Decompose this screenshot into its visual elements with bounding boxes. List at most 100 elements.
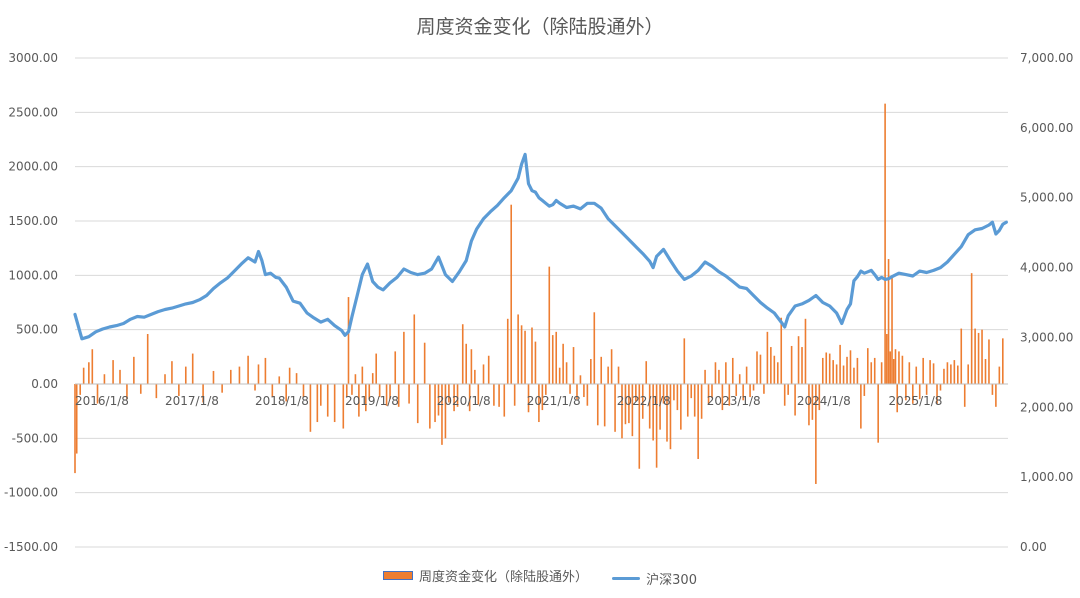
bar-weekly-flow (551, 335, 554, 384)
y-right-tick-label: 4,000.00 (1020, 261, 1073, 275)
x-tick-label: 2020/1/8 (437, 394, 491, 408)
legend-item-bars[interactable]: 周度资金变化（除陆股通外） (383, 566, 588, 585)
bar-weekly-flow (790, 345, 793, 384)
bar-weekly-flow (891, 275, 893, 384)
x-tick-label: 2017/1/8 (165, 394, 219, 408)
bar-weekly-flow (91, 349, 94, 384)
bar-weekly-flow (112, 360, 114, 384)
bar-weekly-flow (648, 384, 651, 429)
bar-weekly-flow (676, 384, 679, 411)
bar-weekly-flow (995, 384, 997, 407)
bar-weekly-flow (700, 384, 703, 419)
bar-weekly-flow (794, 384, 796, 416)
bar-weekly-flow (365, 384, 367, 412)
bar-weekly-flow (856, 357, 859, 384)
bar-weekly-flow (576, 384, 578, 400)
legend-item-line[interactable]: 沪深300 (612, 569, 697, 588)
bar-weekly-flow (721, 384, 724, 411)
bar-weekly-flow (264, 357, 267, 384)
bar-weekly-flow (953, 360, 956, 384)
y-right-tick-label: 6,000.00 (1020, 121, 1073, 135)
bar-weekly-flow (946, 362, 949, 384)
bar-weekly-flow (974, 328, 976, 384)
bar-weekly-flow (963, 384, 966, 407)
bar-weekly-flow (718, 369, 720, 384)
bar-weekly-flow (285, 384, 287, 402)
bar-weekly-flow (456, 384, 459, 407)
bar-weekly-flow (839, 344, 841, 384)
y-left-tick-label: -500.00 (12, 431, 58, 445)
bar-weekly-flow (896, 384, 899, 413)
y-left-tick-label: -1500.00 (4, 540, 58, 554)
bar-weekly-flow (429, 384, 431, 429)
y-left-tick-label: 2000.00 (8, 160, 58, 174)
bar-weekly-flow (835, 364, 838, 384)
bar-weekly-flow (538, 384, 540, 423)
x-tick-label: 2021/1/8 (527, 394, 581, 408)
bar-weekly-flow (943, 368, 945, 384)
bar-weekly-flow (735, 384, 738, 396)
bar-weekly-flow (238, 366, 241, 384)
bar-weekly-flow (908, 362, 911, 384)
bar-weekly-flow (655, 384, 658, 468)
bar-weekly-flow (184, 366, 187, 384)
bar-weekly-flow (590, 359, 592, 384)
bar-weekly-flow (659, 384, 661, 430)
bar-weekly-flow (957, 365, 959, 384)
bar-weekly-flow (326, 384, 329, 417)
bar-weekly-flow (527, 384, 530, 413)
bar-weekly-flow (531, 327, 533, 384)
bar-weekly-flow (770, 347, 772, 384)
bar-weekly-flow (898, 351, 900, 384)
bar-weekly-flow (970, 273, 973, 384)
bar-weekly-flow (164, 374, 166, 384)
bar-weekly-flow (704, 369, 706, 384)
bar-weekly-flow (221, 384, 223, 393)
bar-weekly-flow (448, 384, 450, 403)
bar-weekly-flow (846, 356, 848, 384)
bar-weekly-flow (498, 384, 500, 407)
bar-weekly-flow (579, 375, 582, 384)
bar-weekly-flow (389, 384, 391, 400)
bar-weekly-flow (686, 384, 689, 417)
bar-weekly-flow (853, 367, 855, 384)
bar-weekly-flow (607, 366, 609, 384)
bar-weekly-flow (766, 331, 769, 384)
y-left-tick-label: 0.00 (31, 377, 58, 391)
bar-weekly-flow (385, 384, 388, 406)
bar-weekly-flow (960, 328, 963, 384)
bar-weekly-flow (470, 349, 473, 384)
bar-weekly-flow (477, 384, 480, 405)
bar-weekly-flow (212, 370, 215, 384)
bar-weekly-flow (773, 355, 776, 384)
bar-weekly-flow (555, 331, 558, 384)
bar-weekly-flow (558, 367, 561, 384)
bar-weekly-flow (711, 384, 713, 399)
bar-weekly-flow (776, 362, 779, 384)
bar-weekly-flow (714, 362, 717, 384)
bar-weekly-flow (780, 317, 783, 384)
bar-weekly-flow (939, 384, 942, 391)
bar-weekly-flow (628, 384, 630, 424)
bar-weekly-flow (666, 384, 668, 442)
bar-weekly-flow (752, 384, 755, 391)
bar-weekly-flow (347, 297, 350, 384)
bar-weekly-flow (361, 366, 364, 384)
chart-title: 周度资金变化（除陆股通外） (416, 16, 664, 38)
bar-weekly-flow (690, 384, 693, 399)
bar-weekly-flow (967, 364, 969, 384)
bar-weekly-flow (873, 357, 876, 384)
bar-weekly-flow (534, 341, 537, 384)
bar-weekly-flow (319, 384, 322, 406)
bar-weekly-flow (103, 374, 106, 384)
bar-weekly-flow (413, 314, 416, 384)
bar-weekly-flow (371, 373, 374, 384)
x-tick-label: 2022/1/8 (617, 394, 671, 408)
bar-weekly-flow (641, 384, 644, 419)
bar-weekly-flow (880, 362, 883, 384)
bar-weekly-flow (977, 332, 980, 384)
bar-weekly-flow (524, 330, 526, 384)
bar-weekly-flow (815, 384, 817, 484)
bar-weekly-flow (513, 384, 516, 406)
